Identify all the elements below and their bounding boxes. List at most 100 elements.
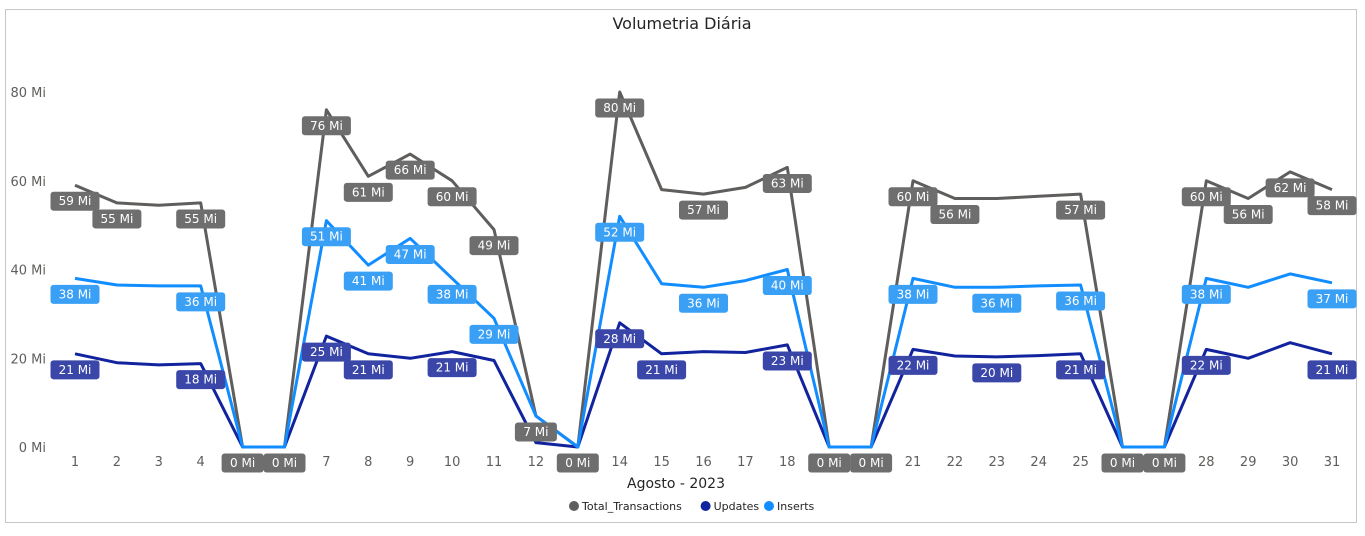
x-tick-label: 4	[197, 455, 205, 470]
series-line-updates[interactable]	[74, 321, 1333, 449]
data-label: 38 Mi	[1181, 284, 1231, 304]
data-label-text: 56 Mi	[939, 208, 972, 222]
data-label-bg	[595, 98, 645, 118]
legend-marker-icon	[764, 501, 774, 511]
x-tick-label: 24	[1030, 455, 1047, 470]
data-label: 21 Mi	[637, 360, 687, 380]
series-lines	[74, 90, 1333, 449]
data-label: 62 Mi	[1265, 178, 1315, 198]
data-label: 55 Mi	[176, 209, 226, 229]
data-label: 80 Mi	[595, 98, 645, 118]
data-label: 58 Mi	[1307, 196, 1357, 216]
data-label: 36 Mi	[1056, 291, 1106, 311]
data-label-text: 21 Mi	[645, 363, 678, 377]
legend-label: Updates	[714, 500, 760, 513]
data-label: 55 Mi	[92, 209, 142, 229]
data-label: 20 Mi	[972, 363, 1022, 383]
chart-title: Volumetria Diária	[612, 14, 751, 33]
x-tick-label: 18	[779, 455, 796, 470]
data-label: 57 Mi	[679, 200, 728, 220]
data-label-bg	[595, 329, 645, 349]
data-label-bg	[972, 363, 1022, 383]
x-tick-label: 31	[1324, 455, 1341, 470]
data-label-bg	[972, 293, 1022, 313]
data-label-bg	[301, 342, 351, 362]
data-label-text: 29 Mi	[478, 327, 511, 341]
series-line-total-transactions[interactable]	[74, 90, 1333, 449]
data-label: 41 Mi	[343, 271, 393, 291]
x-tick-label: 3	[155, 455, 163, 470]
data-label-text: 36 Mi	[184, 295, 217, 309]
data-label: 38 Mi	[427, 284, 477, 304]
data-label: 21 Mi	[343, 360, 393, 380]
data-label: 60 Mi	[1181, 187, 1231, 207]
data-label: 18 Mi	[176, 370, 226, 390]
data-label-text: 22 Mi	[897, 358, 930, 372]
data-label: 0 Mi	[850, 453, 893, 473]
data-label: 0 Mi	[1101, 453, 1144, 473]
data-label: 22 Mi	[888, 355, 938, 375]
data-label-text: 21 Mi	[1064, 363, 1097, 377]
data-label-text: 21 Mi	[1316, 363, 1349, 377]
data-label: 76 Mi	[301, 116, 351, 136]
data-label-bg	[1101, 453, 1144, 473]
x-tick-label: 12	[528, 455, 545, 470]
data-label: 60 Mi	[888, 187, 938, 207]
data-label-bg	[762, 351, 812, 371]
data-label-bg	[637, 360, 687, 380]
data-label-bg	[343, 182, 393, 202]
data-label-text: 0 Mi	[272, 456, 297, 470]
data-label: 40 Mi	[762, 276, 812, 295]
x-tick-label: 25	[1072, 455, 1089, 470]
data-label-text: 55 Mi	[184, 212, 217, 226]
data-label-text: 80 Mi	[603, 101, 636, 115]
data-label-text: 63 Mi	[771, 176, 804, 190]
data-label-text: 76 Mi	[310, 119, 343, 133]
legend-item[interactable]: Inserts	[764, 500, 815, 513]
data-label-text: 36 Mi	[687, 296, 720, 310]
data-label-bg	[343, 271, 393, 291]
data-label-bg	[176, 292, 226, 312]
data-label-bg	[176, 370, 226, 390]
data-label-text: 38 Mi	[897, 287, 930, 301]
data-label-bg	[888, 355, 938, 375]
data-label: 21 Mi	[1307, 360, 1357, 380]
data-label: 56 Mi	[1223, 205, 1273, 224]
data-label-text: 47 Mi	[394, 247, 427, 261]
data-label-text: 57 Mi	[1064, 203, 1097, 217]
data-label-text: 60 Mi	[436, 190, 469, 204]
data-label-bg	[762, 276, 812, 295]
data-label: 0 Mi	[263, 453, 306, 473]
data-label-bg	[176, 209, 226, 229]
data-label-bg	[679, 293, 728, 313]
x-tick-label: 28	[1198, 455, 1215, 470]
data-label-bg	[301, 116, 351, 136]
series-line-inserts[interactable]	[74, 214, 1333, 449]
y-tick-label: 80 Mi	[10, 86, 46, 101]
data-label: 0 Mi	[221, 453, 264, 473]
data-label-text: 38 Mi	[59, 287, 92, 301]
data-label: 38 Mi	[888, 284, 938, 304]
data-label-bg	[1223, 205, 1273, 224]
data-label: 36 Mi	[679, 293, 728, 313]
legend-label: Total_Transactions	[581, 500, 682, 513]
x-axis: 1234567891011121314151617181920212223242…	[71, 455, 1340, 470]
x-tick-label: 17	[737, 455, 754, 470]
data-label-bg	[808, 453, 851, 473]
data-label-bg	[888, 284, 938, 304]
data-label-text: 60 Mi	[1190, 190, 1223, 204]
data-label-bg	[1181, 355, 1231, 375]
data-label-text: 21 Mi	[59, 363, 92, 377]
data-label-text: 49 Mi	[478, 239, 511, 253]
legend-item[interactable]: Total_Transactions	[569, 500, 682, 513]
data-label-text: 60 Mi	[897, 190, 930, 204]
x-tick-label: 23	[989, 455, 1006, 470]
y-tick-label: 60 Mi	[10, 175, 46, 190]
data-label-bg	[1307, 289, 1357, 309]
legend-item[interactable]: Updates	[700, 500, 760, 513]
legend[interactable]: Total_Transactions Updates Inserts	[569, 500, 815, 513]
data-label-bg	[385, 160, 435, 180]
x-tick-label: 1	[71, 455, 79, 470]
